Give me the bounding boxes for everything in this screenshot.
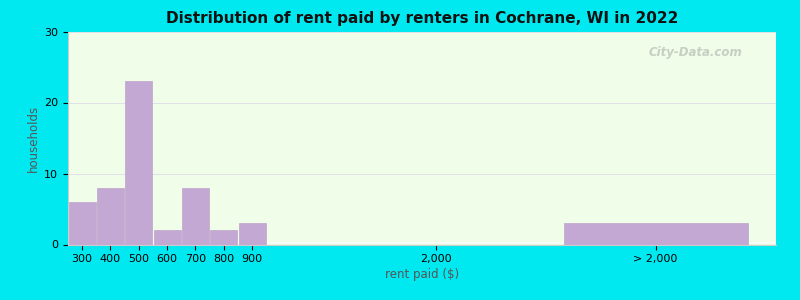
Bar <box>182 188 209 244</box>
Y-axis label: households: households <box>27 104 40 172</box>
Bar <box>238 223 266 244</box>
Bar <box>210 230 238 244</box>
Bar <box>126 81 152 244</box>
Bar <box>69 202 96 244</box>
Bar <box>97 188 124 244</box>
Bar <box>154 230 181 244</box>
Text: City-Data.com: City-Data.com <box>649 46 742 59</box>
X-axis label: rent paid ($): rent paid ($) <box>385 268 459 281</box>
Title: Distribution of rent paid by renters in Cochrane, WI in 2022: Distribution of rent paid by renters in … <box>166 11 678 26</box>
Bar <box>563 223 748 244</box>
